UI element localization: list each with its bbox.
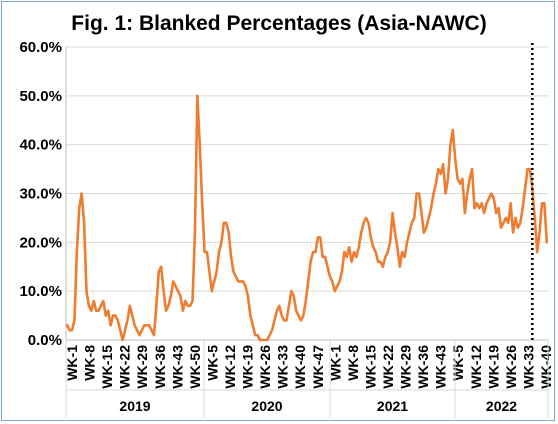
year-label: 2021 <box>377 398 408 414</box>
x-tick-label: WK-19 <box>240 345 256 389</box>
x-tick-label: WK-29 <box>134 345 150 389</box>
x-tick-label: WK-26 <box>503 345 519 389</box>
y-tick-label: 30.0% <box>19 186 62 203</box>
x-tick-label: WK-8 <box>82 345 98 381</box>
x-tick-label: WK-43 <box>433 345 449 389</box>
y-tick-label: 20.0% <box>19 234 62 251</box>
x-tick-label: WK-36 <box>152 345 168 389</box>
x-tick-label: WK-36 <box>415 345 431 389</box>
x-tick-label: WK-12 <box>222 345 238 389</box>
y-tick-label: 0.0% <box>28 332 62 349</box>
chart-title: Fig. 1: Blanked Percentages (Asia-NAWC) <box>71 12 487 35</box>
x-tick-label: WK-8 <box>345 345 361 381</box>
x-tick-label: WK-1 <box>64 345 80 381</box>
y-tick-label: 40.0% <box>19 137 62 154</box>
year-label: 2020 <box>251 398 282 414</box>
x-tick-label: WK-5 <box>204 345 220 381</box>
x-tick-label: WK-1 <box>327 345 343 381</box>
x-tick-label: WK-22 <box>380 345 396 389</box>
x-tick-label: WK-43 <box>169 345 185 389</box>
x-tick-label: WK-15 <box>99 345 115 389</box>
x-tick-label: WK-33 <box>275 345 291 389</box>
y-tick-label: 10.0% <box>19 283 62 300</box>
y-tick-label: 50.0% <box>19 88 62 105</box>
x-tick-label: WK-40 <box>292 345 308 389</box>
x-tick-label: WK-29 <box>398 345 414 389</box>
series-line <box>65 94 549 342</box>
x-tick-label: WK-15 <box>362 345 378 389</box>
x-tick-label: WK-5 <box>450 345 466 381</box>
year-label: 2022 <box>486 398 517 414</box>
y-tick-label: 60.0% <box>19 39 62 56</box>
x-tick-label: WK-50 <box>187 345 203 389</box>
x-tick-label: WK-26 <box>257 345 273 389</box>
x-tick-label: WK-47 <box>310 345 326 389</box>
x-tick-label: WK-33 <box>520 345 536 389</box>
x-tick-label: WK-22 <box>117 345 133 389</box>
year-label: 2019 <box>119 398 150 414</box>
x-tick-label: WK-19 <box>485 345 501 389</box>
x-tick-label: WK-12 <box>468 345 484 389</box>
x-tick-label: WK-40 <box>538 345 554 389</box>
